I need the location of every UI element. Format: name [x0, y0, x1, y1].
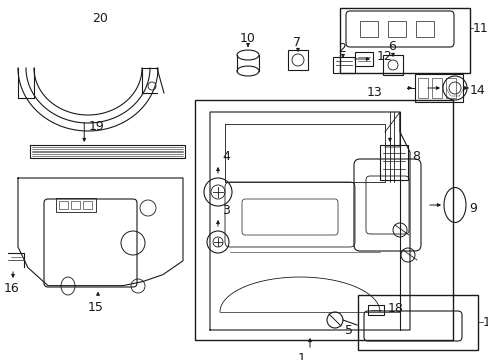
Text: 13: 13	[366, 85, 382, 99]
Bar	[359, 21, 377, 37]
Bar	[56, 198, 96, 212]
Text: 10: 10	[240, 31, 255, 45]
Text: 2: 2	[337, 42, 345, 55]
Bar	[59, 201, 68, 209]
Text: 6: 6	[387, 40, 395, 54]
Text: 5: 5	[345, 324, 352, 337]
Bar	[414, 74, 462, 102]
Text: 8: 8	[411, 150, 419, 163]
Bar	[71, 201, 80, 209]
Bar	[379, 145, 407, 180]
Text: 11: 11	[472, 22, 488, 35]
Text: 7: 7	[292, 36, 301, 49]
Bar	[431, 78, 441, 98]
Bar	[339, 8, 469, 73]
Bar	[287, 50, 307, 70]
Bar	[195, 100, 452, 340]
Text: 17: 17	[482, 315, 488, 328]
Text: 1: 1	[297, 351, 305, 360]
Text: 3: 3	[222, 203, 229, 216]
Text: 15: 15	[88, 301, 103, 314]
Text: 12: 12	[376, 49, 392, 63]
Bar	[387, 21, 405, 37]
Bar	[382, 55, 402, 75]
Text: 20: 20	[92, 12, 108, 24]
Text: 9: 9	[468, 202, 476, 216]
Bar	[417, 78, 427, 98]
Bar	[445, 78, 455, 98]
Bar	[357, 295, 477, 350]
Bar	[332, 57, 354, 73]
Text: 16: 16	[4, 283, 20, 296]
Text: 19: 19	[88, 121, 104, 134]
Text: 14: 14	[469, 85, 485, 98]
Bar	[415, 21, 433, 37]
Text: 4: 4	[222, 150, 229, 163]
Bar	[354, 52, 372, 66]
Text: 18: 18	[387, 302, 403, 315]
Bar	[83, 201, 92, 209]
Bar	[367, 305, 383, 315]
